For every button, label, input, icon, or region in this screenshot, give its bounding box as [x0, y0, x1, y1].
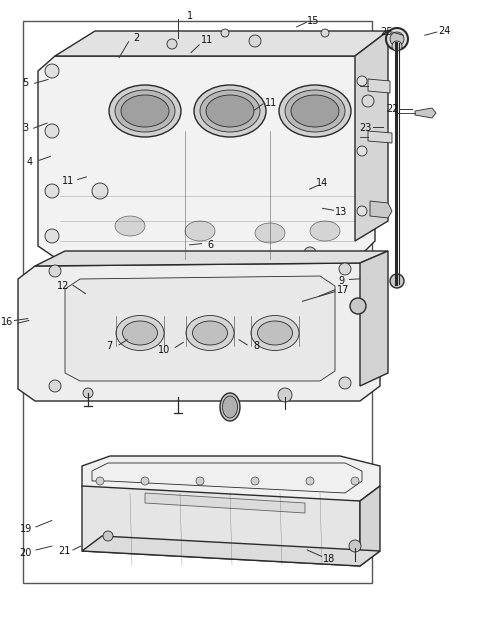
Polygon shape — [82, 456, 380, 501]
Ellipse shape — [186, 315, 234, 351]
Circle shape — [306, 477, 314, 485]
Circle shape — [390, 274, 404, 288]
Ellipse shape — [116, 315, 164, 351]
Circle shape — [249, 35, 261, 47]
Polygon shape — [360, 251, 388, 386]
Circle shape — [49, 380, 61, 392]
Ellipse shape — [285, 90, 345, 132]
Polygon shape — [145, 493, 305, 513]
Circle shape — [351, 477, 359, 485]
Ellipse shape — [255, 223, 285, 243]
Circle shape — [349, 540, 361, 552]
Text: 19: 19 — [20, 524, 33, 534]
Polygon shape — [82, 536, 380, 566]
Circle shape — [339, 377, 351, 389]
Text: 6: 6 — [207, 240, 213, 250]
Circle shape — [167, 39, 177, 49]
Bar — [23, 21, 372, 583]
Text: 5: 5 — [22, 78, 28, 88]
Polygon shape — [368, 79, 390, 93]
Circle shape — [339, 263, 351, 275]
Polygon shape — [38, 56, 375, 261]
Circle shape — [45, 64, 59, 78]
Circle shape — [196, 477, 204, 485]
Ellipse shape — [206, 95, 254, 127]
Ellipse shape — [115, 90, 175, 132]
Circle shape — [321, 29, 329, 37]
Polygon shape — [55, 31, 388, 56]
Text: 3: 3 — [22, 123, 28, 133]
Polygon shape — [65, 276, 335, 381]
Ellipse shape — [220, 393, 240, 421]
Circle shape — [45, 124, 59, 138]
Text: 13: 13 — [335, 206, 347, 217]
Ellipse shape — [291, 95, 339, 127]
Circle shape — [49, 265, 61, 277]
Ellipse shape — [109, 85, 181, 137]
Circle shape — [357, 206, 367, 216]
Text: 2: 2 — [133, 33, 140, 44]
Circle shape — [45, 229, 59, 243]
Circle shape — [357, 146, 367, 156]
Text: 10: 10 — [158, 345, 170, 355]
Ellipse shape — [257, 321, 292, 345]
Circle shape — [362, 95, 374, 107]
Ellipse shape — [185, 221, 215, 241]
Polygon shape — [368, 131, 392, 143]
Text: 16: 16 — [1, 317, 13, 327]
Text: 21: 21 — [59, 546, 71, 556]
Circle shape — [45, 184, 59, 198]
Polygon shape — [355, 31, 388, 241]
Circle shape — [304, 247, 316, 259]
Text: 22: 22 — [386, 104, 399, 114]
Polygon shape — [35, 251, 388, 266]
Circle shape — [221, 29, 229, 37]
Circle shape — [83, 388, 93, 398]
Text: 20: 20 — [19, 547, 31, 558]
Circle shape — [350, 298, 366, 314]
Circle shape — [390, 32, 404, 46]
Text: 4: 4 — [27, 156, 33, 167]
Text: 17: 17 — [337, 285, 349, 295]
Text: 15: 15 — [307, 15, 319, 26]
Circle shape — [103, 531, 113, 541]
Circle shape — [251, 477, 259, 485]
Circle shape — [141, 477, 149, 485]
Polygon shape — [18, 263, 380, 401]
Polygon shape — [360, 486, 380, 566]
Text: 11: 11 — [265, 97, 277, 108]
Ellipse shape — [310, 221, 340, 241]
Circle shape — [392, 41, 402, 51]
Text: 24: 24 — [438, 26, 450, 36]
Ellipse shape — [121, 95, 169, 127]
Text: 11: 11 — [62, 176, 74, 186]
Circle shape — [386, 28, 408, 50]
Circle shape — [278, 388, 292, 402]
Ellipse shape — [115, 216, 145, 236]
Ellipse shape — [200, 90, 260, 132]
Ellipse shape — [279, 85, 351, 137]
Circle shape — [92, 183, 108, 199]
Circle shape — [96, 477, 104, 485]
Text: 12: 12 — [57, 281, 70, 291]
Text: 25: 25 — [380, 27, 393, 37]
Text: 7: 7 — [106, 341, 113, 351]
Text: 23: 23 — [360, 123, 372, 133]
Ellipse shape — [223, 396, 238, 418]
Ellipse shape — [122, 321, 157, 345]
Ellipse shape — [251, 315, 299, 351]
Text: 1: 1 — [187, 11, 192, 21]
Ellipse shape — [194, 85, 266, 137]
Text: 8: 8 — [254, 341, 260, 351]
Text: 18: 18 — [323, 554, 335, 564]
Polygon shape — [82, 486, 360, 566]
Ellipse shape — [192, 321, 228, 345]
Text: 11: 11 — [201, 35, 214, 45]
Polygon shape — [415, 108, 436, 118]
Circle shape — [357, 76, 367, 86]
Text: 14: 14 — [316, 178, 329, 188]
Text: 9: 9 — [339, 276, 345, 286]
Polygon shape — [370, 201, 392, 218]
